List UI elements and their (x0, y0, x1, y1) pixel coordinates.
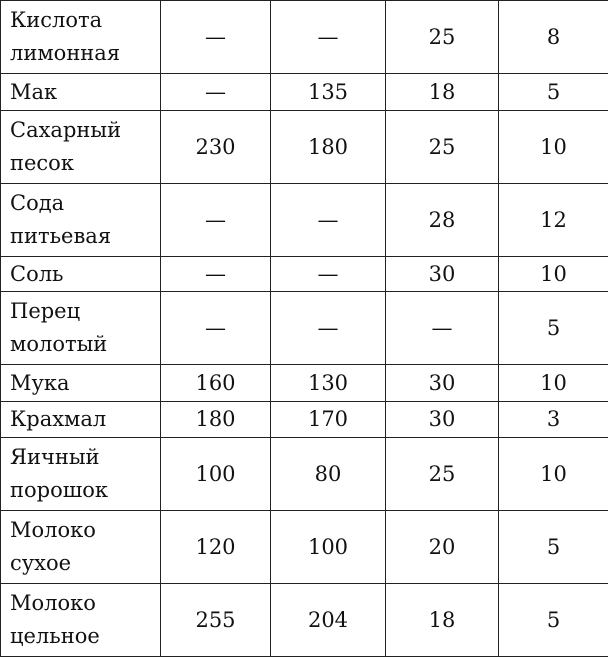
value-cell: — (161, 184, 271, 257)
value-cell: 100 (271, 511, 386, 584)
ingredient-name-line: порошок (10, 474, 160, 507)
ingredient-name-line: Крахмал (10, 403, 160, 436)
value-cell: — (386, 292, 499, 365)
value-cell: 20 (386, 511, 499, 584)
value-cell: 25 (386, 438, 499, 511)
value-cell: 180 (161, 402, 271, 438)
value-cell: 18 (386, 74, 499, 111)
ingredient-name-line: песок (10, 147, 160, 180)
value-cell: 5 (499, 292, 608, 365)
value-cell: 28 (386, 184, 499, 257)
value-cell: 230 (161, 111, 271, 184)
value-cell: 18 (386, 584, 499, 657)
value-cell: 30 (386, 402, 499, 438)
ingredient-name: Мак (1, 74, 161, 111)
value-cell: 25 (386, 111, 499, 184)
ingredient-name-line: Сахарный (10, 114, 160, 147)
value-cell: 180 (271, 111, 386, 184)
value-cell: 170 (271, 402, 386, 438)
value-cell: — (271, 257, 386, 292)
value-cell: — (161, 74, 271, 111)
ingredient-name-line: Сода (10, 187, 160, 220)
value-cell: 160 (161, 365, 271, 402)
value-cell: — (271, 1, 386, 74)
value-cell: — (161, 257, 271, 292)
ingredient-name: Крахмал (1, 402, 161, 438)
value-cell: 130 (271, 365, 386, 402)
ingredient-name-line: Молоко (10, 514, 160, 547)
value-cell: 25 (386, 1, 499, 74)
value-cell: 30 (386, 257, 499, 292)
ingredient-name-line: Мак (10, 76, 160, 109)
ingredient-name-line: Мука (10, 367, 160, 400)
value-cell: — (161, 1, 271, 74)
value-cell: 12 (499, 184, 608, 257)
value-cell: 3 (499, 402, 608, 438)
ingredient-name-line: Яичный (10, 441, 160, 474)
value-cell: — (271, 184, 386, 257)
ingredient-name-line: молотый (10, 328, 160, 361)
value-cell: 10 (499, 257, 608, 292)
value-cell: 10 (499, 111, 608, 184)
value-cell: 10 (499, 365, 608, 402)
ingredient-name-line: лимонная (10, 37, 160, 70)
ingredient-name-line: Молоко (10, 587, 160, 620)
ingredient-name: Мука (1, 365, 161, 402)
ingredient-name-line: питьевая (10, 220, 160, 253)
value-cell: 255 (161, 584, 271, 657)
value-cell: 135 (271, 74, 386, 111)
value-cell: 100 (161, 438, 271, 511)
value-cell: 10 (499, 438, 608, 511)
value-cell: 8 (499, 1, 608, 74)
value-cell: — (161, 292, 271, 365)
ingredient-name-line: Перец (10, 295, 160, 328)
value-cell: 80 (271, 438, 386, 511)
ingredient-name-line: цельное (10, 620, 160, 653)
value-cell: — (271, 292, 386, 365)
ingredient-name: Соль (1, 257, 161, 292)
value-cell: 120 (161, 511, 271, 584)
ingredient-name-line: Кислота (10, 4, 160, 37)
value-cell: 30 (386, 365, 499, 402)
ingredient-name-line: Соль (10, 258, 160, 291)
value-cell: 5 (499, 74, 608, 111)
value-cell: 5 (499, 511, 608, 584)
ingredient-name-line: сухое (10, 547, 160, 580)
value-cell: 204 (271, 584, 386, 657)
value-cell: 5 (499, 584, 608, 657)
